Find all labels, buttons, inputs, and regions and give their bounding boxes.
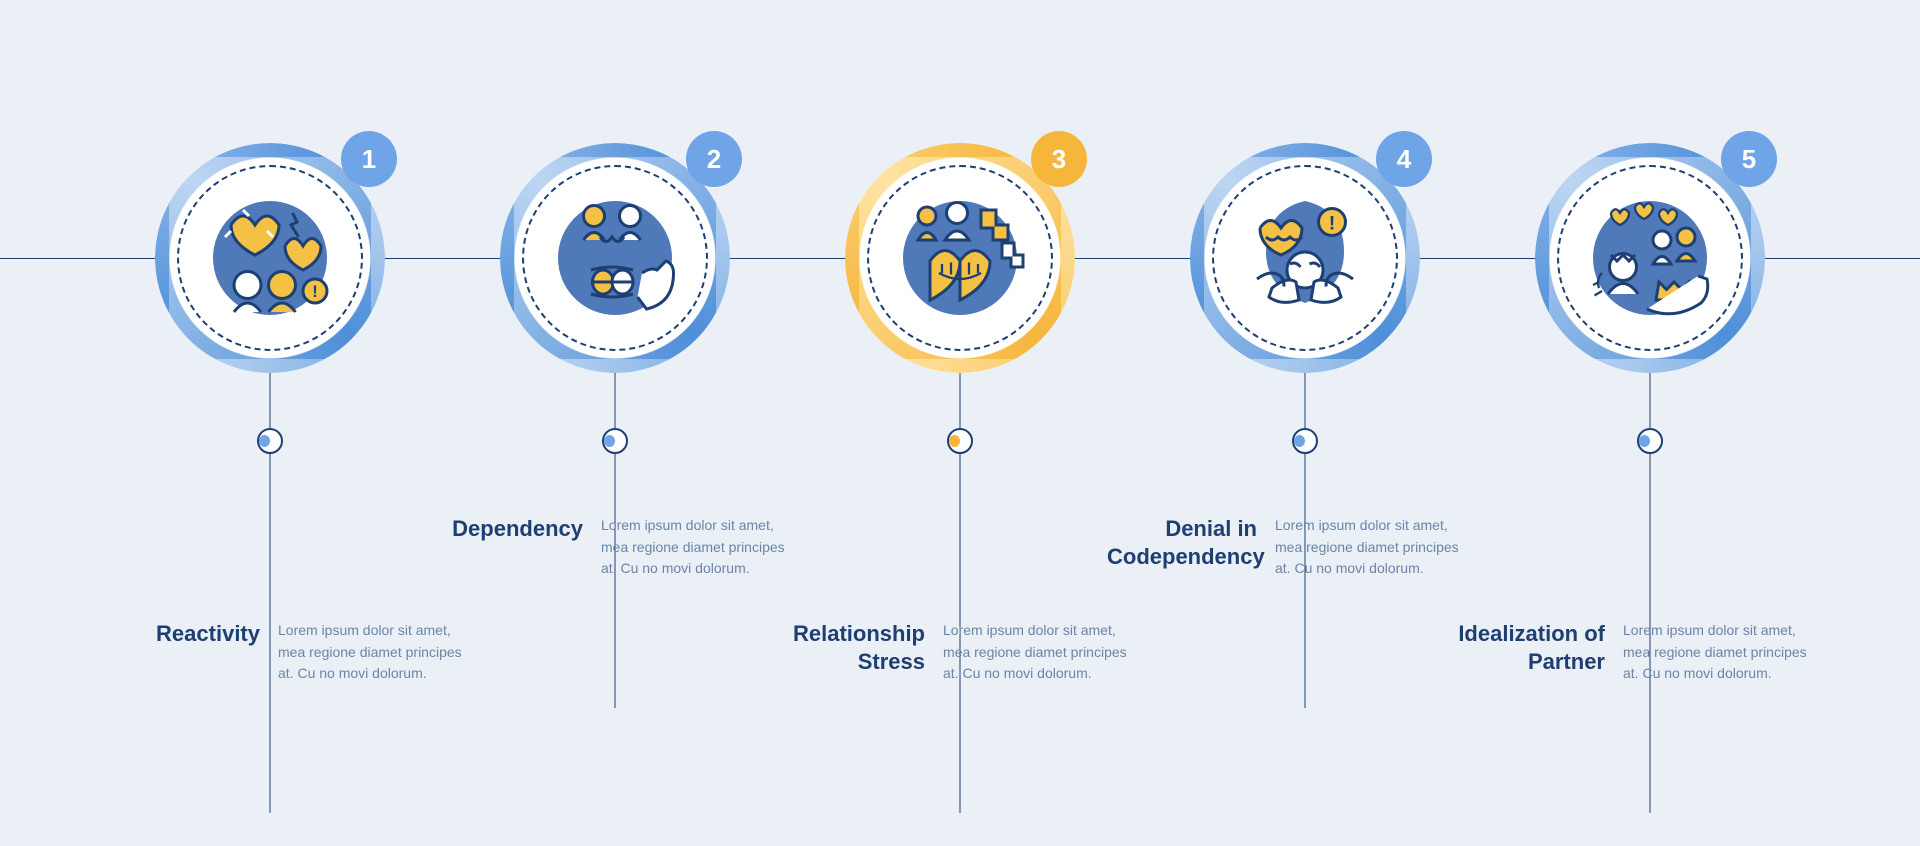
step-text-block: Dependency Lorem ipsum dolor sit amet, me…: [433, 515, 793, 580]
step-2: 2DependencyLorem ipsum dolor sit amet, m…: [465, 143, 765, 373]
connector-dot: [1637, 428, 1663, 454]
step-text-block: Idealization of Partner Lorem ipsum dolor…: [1455, 620, 1815, 685]
step-1: ! 1ReactivityLorem ipsum dolor sit amet,…: [120, 143, 420, 373]
step-circle: 5: [1535, 143, 1765, 373]
step-number-badge: 5: [1721, 131, 1777, 187]
step-circle: 2: [500, 143, 730, 373]
step-number-badge: 4: [1376, 131, 1432, 187]
connector-dot: [602, 428, 628, 454]
step-text-block: Relationship Stress Lorem ipsum dolor sit…: [775, 620, 1135, 685]
step-title: Relationship Stress: [775, 620, 925, 685]
step-number-badge: 3: [1031, 131, 1087, 187]
step-circle: 3: [845, 143, 1075, 373]
connector-dot: [257, 428, 283, 454]
step-number-badge: 1: [341, 131, 397, 187]
step-3: 3Relationship StressLorem ipsum dolor si…: [810, 143, 1110, 373]
step-description: Lorem ipsum dolor sit amet, mea regione …: [943, 620, 1133, 685]
idealization-icon: [1565, 173, 1735, 343]
connector-dot: [947, 428, 973, 454]
infographic-canvas: ! 1 Reactivity Lorem ipsum dolor sit amet,…: [0, 0, 1920, 846]
step-title: Dependency: [433, 515, 583, 580]
connector-dot: [1292, 428, 1318, 454]
step-title: Idealization of Partner: [1455, 620, 1605, 685]
step-text-block: Reactivity Lorem ipsum dolor sit amet, me…: [110, 620, 470, 685]
step-circle: ! 1: [155, 143, 385, 373]
step-title: Denial in Codependency: [1107, 515, 1257, 580]
dependency-icon: [530, 173, 700, 343]
step-description: Lorem ipsum dolor sit amet, mea regione …: [278, 620, 468, 685]
step-description: Lorem ipsum dolor sit amet, mea regione …: [601, 515, 791, 580]
step-text-block: Denial in Codependency Lorem ipsum dolor …: [1107, 515, 1467, 580]
step-4: ! 4Denial in CodependencyLorem ipsum dol…: [1155, 143, 1455, 373]
step-circle: ! 4: [1190, 143, 1420, 373]
step-description: Lorem ipsum dolor sit amet, mea regione …: [1275, 515, 1465, 580]
relationship-stress-icon: [875, 173, 1045, 343]
step-5: 5Idealization of PartnerLorem ipsum dolo…: [1500, 143, 1800, 373]
svg-text:!: !: [1329, 213, 1336, 235]
reactivity-icon: !: [185, 173, 355, 343]
denial-icon: !: [1220, 173, 1390, 343]
step-number-badge: 2: [686, 131, 742, 187]
step-description: Lorem ipsum dolor sit amet, mea regione …: [1623, 620, 1813, 685]
svg-text:!: !: [312, 283, 318, 301]
step-title: Reactivity: [110, 620, 260, 685]
